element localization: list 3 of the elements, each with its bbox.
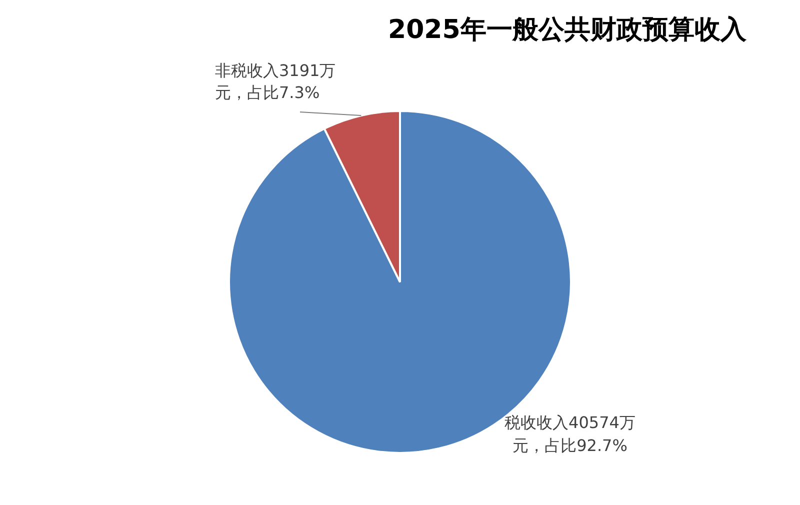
chart-title: 2025年一般公共财政预算收入 [388, 14, 748, 45]
slice-label: 非税收入3191万元，占比7.3% [215, 61, 336, 102]
slice-label: 税收收入40574万元，占比92.7% [504, 413, 636, 456]
